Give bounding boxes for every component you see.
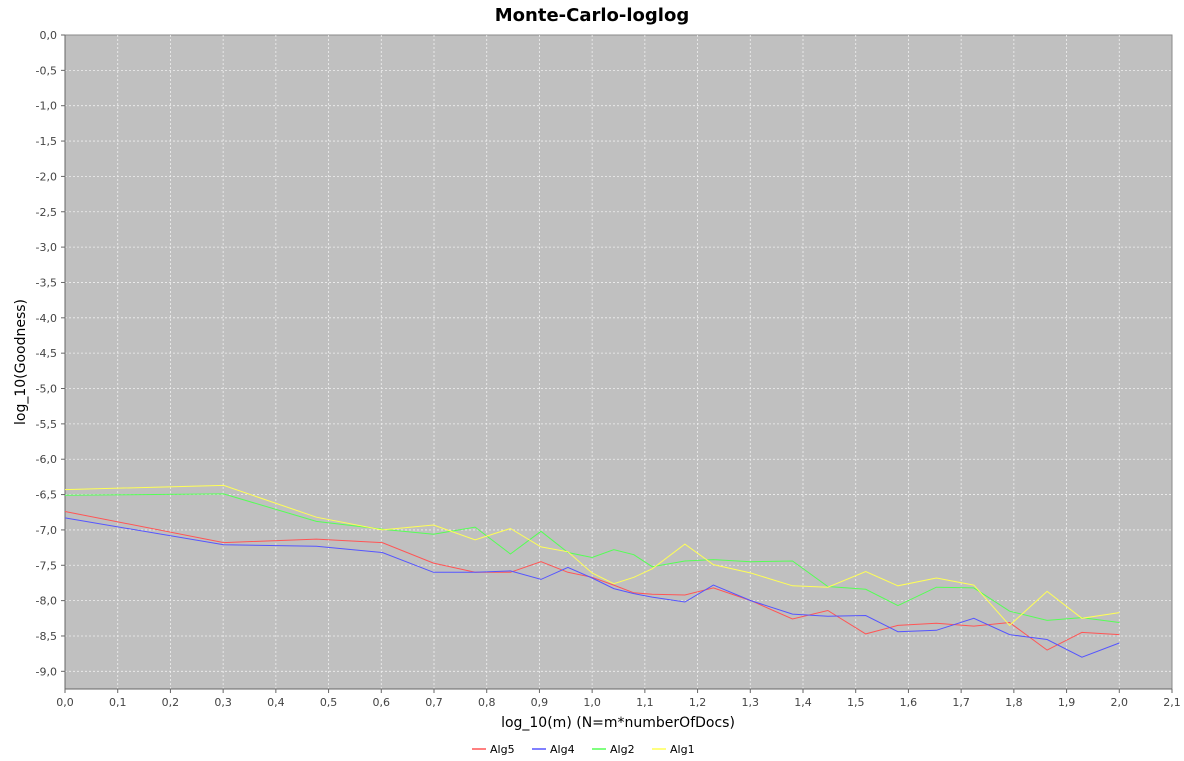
y-tick-label: -1,0: [36, 100, 57, 113]
chart-title: Monte-Carlo-loglog: [495, 5, 689, 26]
legend-label-alg5: Alg5: [490, 743, 515, 756]
y-tick-label: -6,0: [36, 453, 57, 466]
x-tick-label: 1,1: [636, 696, 654, 709]
x-tick-label: 0,0: [56, 696, 74, 709]
x-tick-label: 1,6: [900, 696, 918, 709]
y-axis-title: log_10(Goodness): [13, 299, 29, 425]
y-tick-label: -2,5: [36, 206, 57, 219]
x-tick-label: 1,3: [742, 696, 760, 709]
x-axis-title: log_10(m) (N=m*numberOfDocs): [501, 715, 735, 731]
x-tick-label: 1,8: [1005, 696, 1023, 709]
x-tick-label: 2,1: [1163, 696, 1181, 709]
y-tick-label: -8,5: [36, 630, 57, 643]
y-tick-label: -0,5: [36, 64, 57, 77]
y-tick-label: -6,5: [36, 489, 57, 502]
legend-label-alg1: Alg1: [670, 743, 695, 756]
series-line-alg1: [64, 484, 1120, 627]
x-tick-label: 0,4: [267, 696, 285, 709]
y-tick-label: -7,0: [36, 524, 57, 537]
y-tick-label: -4,0: [36, 312, 57, 325]
x-tick-label: 0,7: [425, 696, 443, 709]
y-tick-label: -8,0: [36, 595, 57, 608]
y-tick-label: -9,0: [36, 665, 57, 678]
y-tick-label: -7,5: [36, 559, 57, 572]
series-line-alg4: [64, 517, 1120, 658]
y-tick-label: 0,0: [40, 29, 58, 42]
x-tick-label: 1,9: [1058, 696, 1076, 709]
x-tick-label: 1,2: [689, 696, 707, 709]
legend-label-alg2: Alg2: [610, 743, 635, 756]
y-tick-label: -5,5: [36, 418, 57, 431]
x-tick-label: 0,9: [531, 696, 549, 709]
y-tick-label: -4,5: [36, 347, 57, 360]
y-tick-label: -5,0: [36, 383, 57, 396]
legend-label-alg4: Alg4: [550, 743, 575, 756]
series-line-alg5: [64, 511, 1120, 651]
x-tick-label: 0,2: [162, 696, 180, 709]
y-axis: 0,0 -0,5 -1,0 -1,5 -2,0 -2,5 -3,0 -3,5 -4,0 -4,5 -…: [36, 29, 66, 689]
x-tick-label: 2,0: [1111, 696, 1129, 709]
series-line-alg2: [64, 493, 1120, 623]
x-tick-label: 0,1: [109, 696, 127, 709]
x-tick-label: 0,8: [478, 696, 496, 709]
y-tick-label: -3,5: [36, 276, 57, 289]
x-tick-label: 0,3: [214, 696, 232, 709]
x-tick-label: 0,6: [373, 696, 391, 709]
y-tick-label: -2,0: [36, 170, 57, 183]
x-tick-label: 1,0: [583, 696, 601, 709]
plot-area: [64, 34, 1173, 690]
y-tick-label: -1,5: [36, 135, 57, 148]
gridlines: [65, 35, 1172, 689]
x-tick-label: 0,5: [320, 696, 338, 709]
series-lines: [64, 484, 1120, 658]
x-tick-label: 1,5: [847, 696, 865, 709]
x-tick-label: 1,7: [952, 696, 970, 709]
y-tick-label: -3,0: [36, 241, 57, 254]
x-tick-label: 1,4: [794, 696, 812, 709]
legend: Alg5 Alg4 Alg2 Alg1: [472, 743, 695, 756]
x-axis: 0,0 0,1 0,2 0,3 0,4 0,5 0,6 0,7 0,8 0,9 1,0 1,1 1,2 1…: [56, 688, 1181, 709]
